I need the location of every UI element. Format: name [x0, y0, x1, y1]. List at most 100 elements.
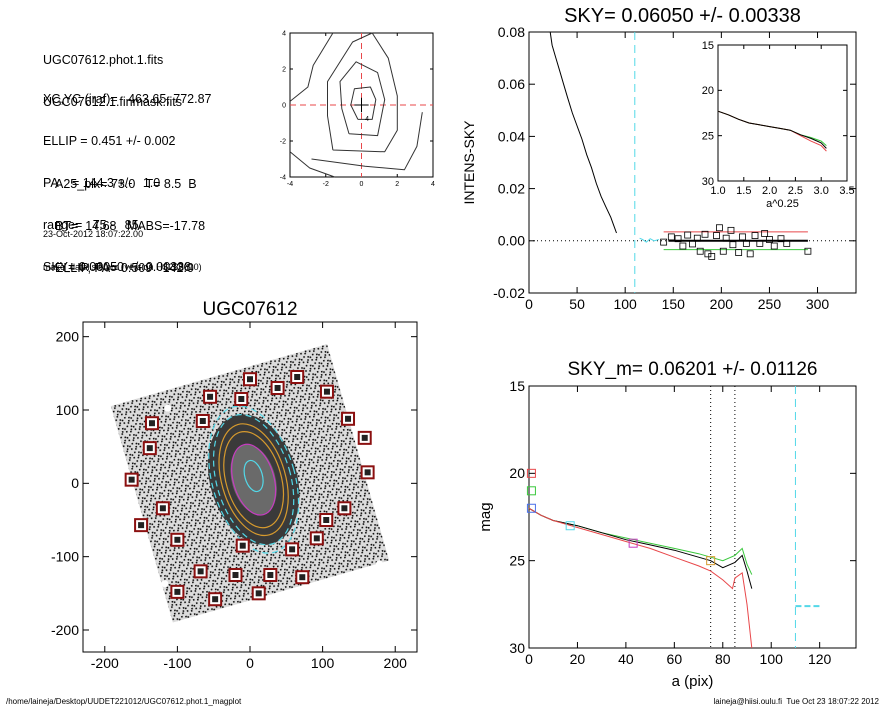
inset-series-line	[717, 110, 827, 149]
sky-box-inner	[174, 536, 181, 543]
contour-line	[311, 112, 423, 171]
sky-box-inner	[361, 434, 368, 441]
mag-series-line	[528, 507, 753, 649]
masked-star	[377, 446, 385, 454]
sky-x-tick-label: 100	[613, 296, 637, 312]
sky-box-marker	[701, 230, 709, 238]
isophote-ellipse	[218, 423, 289, 537]
sky-box-inner	[232, 572, 239, 578]
param-bt: BT= 14.68 MABS=-17.78	[55, 219, 206, 233]
sky-box-marker	[742, 240, 750, 247]
sky-box-marker	[693, 234, 701, 242]
sky-x-tick-label: 150	[662, 296, 686, 312]
param-ellip-pa: ELLIP, PA= 0.509 142.0	[55, 261, 194, 275]
magnitude-profile-plot: SKY_m= 0.06201 +/- 0.01126 a (pix) mag 0 20 4…	[477, 359, 857, 690]
sky-profile-plot: SKY= 0.06050 +/- 0.00338 INTENS-SKY 0 50 100…	[461, 5, 857, 312]
galaxy-parameters: A25_pix= 73.0 T= 8.5 B BT= 14.68 MABS=-1…	[55, 149, 205, 303]
sky-box-inner	[345, 415, 352, 422]
galaxy-y-tick-label: -100	[51, 549, 79, 565]
sky-box-inner	[159, 505, 166, 512]
sky-box-inner	[146, 445, 153, 452]
sky-box-marker	[746, 250, 754, 258]
run-program: make_datalist0.pro (version HS230610)	[43, 262, 202, 272]
sky-box-inner	[323, 388, 330, 395]
sky-box-marker	[727, 226, 735, 234]
mag-x-tick-label: 40	[618, 651, 634, 667]
galaxy-core	[230, 444, 277, 516]
mag-xlabel: a (pix)	[672, 673, 714, 690]
sky-box-marker	[761, 230, 769, 237]
galaxy-x-tick-label: 0	[246, 655, 254, 671]
sky-ylabel: INTENS-SKY	[461, 120, 477, 205]
mag-x-tick-label: 120	[808, 651, 832, 667]
sky-sample-line	[639, 237, 659, 243]
inset-x-tick-label: 2.0	[762, 185, 777, 197]
sky-box-marker	[667, 233, 675, 241]
sky-box-inner	[294, 374, 301, 380]
isophote-ellipse	[243, 459, 264, 493]
contour-y-tick-label: 2	[282, 66, 286, 73]
run-info: 23-Oct-2012 18:07:22.00 make_datalist0.p…	[43, 207, 202, 295]
param-ellip: ELLIP = 0.451 +/- 0.002	[43, 134, 176, 148]
mag-y-tick-label: 25	[509, 553, 525, 569]
galaxy-y-tick-label: -200	[51, 622, 79, 638]
sky-box-marker	[696, 247, 704, 255]
sky-box-marker	[689, 240, 696, 248]
mag-y-tick-label: 30	[509, 640, 525, 656]
sky-box-inner	[274, 385, 281, 391]
galaxy-title: UGC07612	[202, 299, 297, 320]
sky-box-marker	[751, 232, 759, 239]
mag-box-marker	[706, 556, 716, 566]
sky-box-marker	[722, 234, 730, 242]
mag-frame	[528, 385, 857, 649]
mag-series-line	[528, 507, 753, 589]
sky-box-inner	[323, 517, 330, 523]
mag-box-marker	[565, 521, 575, 531]
mag-x-tick-label: 80	[715, 651, 731, 667]
sky-x-tick-label: 50	[569, 296, 585, 312]
mag-y-tick-label: 15	[509, 378, 525, 394]
sky-box-inner	[313, 535, 320, 542]
mag-box-marker	[526, 486, 536, 496]
inset-x-tick-label: 1.0	[710, 185, 725, 197]
param-center: XC,YC (iraf)= 463.65, 772.87	[43, 92, 212, 106]
param-a25: A25_pix= 73.0 T= 8.5 B	[55, 177, 197, 191]
sky-box-inner	[148, 420, 155, 427]
sky-box-inner	[212, 596, 219, 603]
isophote-ellipse	[231, 443, 277, 516]
sky-profile-line	[549, 31, 617, 234]
fit-parameters: XC,YC (iraf)= 463.65, 772.87 ELLIP = 0.4…	[43, 64, 212, 302]
contour-plot: -4 -2 0 2 4 -4 -2 0 2 4 4	[280, 30, 435, 188]
contour-x-tick-label: -2	[323, 181, 329, 188]
sky-y-tick-label: 0.00	[498, 233, 525, 249]
sky-box-inner	[239, 542, 246, 549]
inset-y-tick-label: 15	[702, 40, 714, 52]
galaxy-x-tick-label: -100	[163, 655, 191, 671]
inset-y-tick-label: 30	[702, 176, 714, 188]
mag-title: SKY_m= 0.06201 +/- 0.01126	[568, 359, 818, 380]
sky-box-marker	[713, 232, 720, 239]
sky-y-tick-label: 0.04	[498, 128, 525, 144]
masked-star	[375, 560, 383, 568]
inset-x-tick-label: 2.5	[788, 185, 803, 197]
sky-box-marker	[729, 241, 737, 249]
sky-title: SKY= 0.06050 +/- 0.00338	[564, 5, 801, 27]
masked-star	[119, 485, 127, 493]
sky-box-inner	[255, 590, 262, 597]
inset-y-tick-label: 20	[702, 85, 714, 97]
sky-box-inner	[267, 572, 274, 578]
sky-box-inner	[138, 522, 145, 529]
contour-x-tick-label: -4	[287, 181, 293, 188]
sky-x-tick-label: 0	[525, 296, 533, 312]
galaxy-x-tick-label: 100	[311, 655, 335, 671]
file-path: /home/laineja/Desktop/UUDET221012/UGC076…	[6, 697, 242, 706]
sky-box-inner	[207, 393, 214, 400]
mag-x-tick-label: 60	[667, 651, 683, 667]
sky-box-marker	[719, 247, 727, 255]
sky-box-inner	[341, 505, 348, 512]
inset-x-tick-label: 3.5	[839, 185, 854, 197]
sky-box-inner	[199, 418, 206, 424]
masked-star	[164, 404, 172, 412]
sky-box-inner	[247, 376, 253, 383]
